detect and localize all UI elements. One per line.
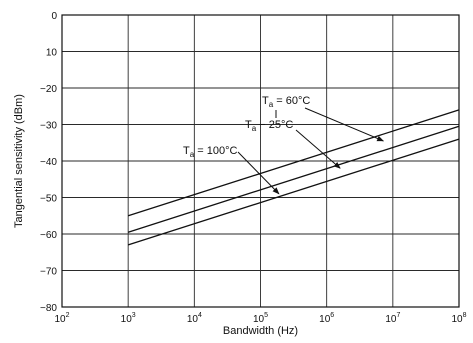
annotations: Ta = 60°CTa − 25°CTa = 100°C <box>183 95 385 195</box>
x-tick-base: 10 <box>319 314 331 325</box>
annotation-subscript: a <box>269 100 274 109</box>
x-tick-label: 102 <box>54 312 69 325</box>
y-tick-label: −70 <box>40 267 57 278</box>
x-axis-label: Bandwidth (Hz) <box>223 325 298 337</box>
plot-frame <box>61 14 460 308</box>
x-axis-ticks: 102 103 104 105 106 107 108 <box>54 312 466 325</box>
annotation-label-2: Ta − 25°C <box>245 119 293 133</box>
y-tick-label: −20 <box>40 84 57 95</box>
y-tick-label: −50 <box>40 194 57 205</box>
x-tick-label: 106 <box>319 312 334 325</box>
x-tick-base: 10 <box>121 314 133 325</box>
annotation-label-3: Ta = 100°C <box>183 145 237 159</box>
y-tick-label: −60 <box>40 230 57 241</box>
annotation-value: = 100°C <box>194 145 237 157</box>
x-tick-base: 10 <box>253 314 265 325</box>
x-tick-exponent: 7 <box>396 312 400 319</box>
x-tick-label: 103 <box>121 312 136 325</box>
x-tick-base: 10 <box>451 314 463 325</box>
x-tick-label: 108 <box>451 312 466 325</box>
series-line-2 <box>128 125 460 233</box>
annotation-symbol: T <box>183 145 190 157</box>
annotation-subscript: a <box>190 150 195 159</box>
annotation-arrow-2 <box>295 129 341 169</box>
grid <box>62 15 459 307</box>
x-tick-base: 10 <box>54 314 66 325</box>
y-tick-label: 0 <box>51 11 57 22</box>
x-tick-label: 105 <box>253 312 268 325</box>
x-tick-label: 104 <box>187 312 202 325</box>
x-tick-exponent: 4 <box>198 312 202 319</box>
annotation-symbol: T <box>262 95 269 107</box>
annotation-subscript: a <box>252 124 257 133</box>
series-group <box>128 109 460 246</box>
y-tick-label: −80 <box>40 303 57 314</box>
x-tick-base: 10 <box>385 314 397 325</box>
annotation-arrow-1 <box>304 107 385 142</box>
annotation-value: = 60°C <box>273 95 310 107</box>
y-tick-label: −40 <box>40 157 57 168</box>
y-tick-label: 10 <box>46 48 58 59</box>
x-tick-exponent: 3 <box>132 312 136 319</box>
x-tick-exponent: 6 <box>330 312 334 319</box>
annotation-symbol: T <box>245 119 252 131</box>
x-tick-base: 10 <box>187 314 199 325</box>
series-line-3 <box>128 138 460 246</box>
x-tick-exponent: 5 <box>264 312 268 319</box>
x-tick-exponent: 8 <box>463 312 467 319</box>
series-line-1 <box>128 109 460 217</box>
annotation-label-1: Ta = 60°C <box>262 95 310 109</box>
y-tick-label: −30 <box>40 121 57 132</box>
x-tick-exponent: 2 <box>66 312 70 319</box>
x-tick-label: 107 <box>385 312 400 325</box>
y-axis-label: Tangential sensitivity (dBm) <box>13 94 25 228</box>
y-axis-ticks: 0 10 −20 −30 −40 −50 −60 −70 −80 <box>40 11 57 314</box>
annotation-value: − 25°C <box>256 119 293 131</box>
annotation-arrow-3 <box>237 151 280 195</box>
